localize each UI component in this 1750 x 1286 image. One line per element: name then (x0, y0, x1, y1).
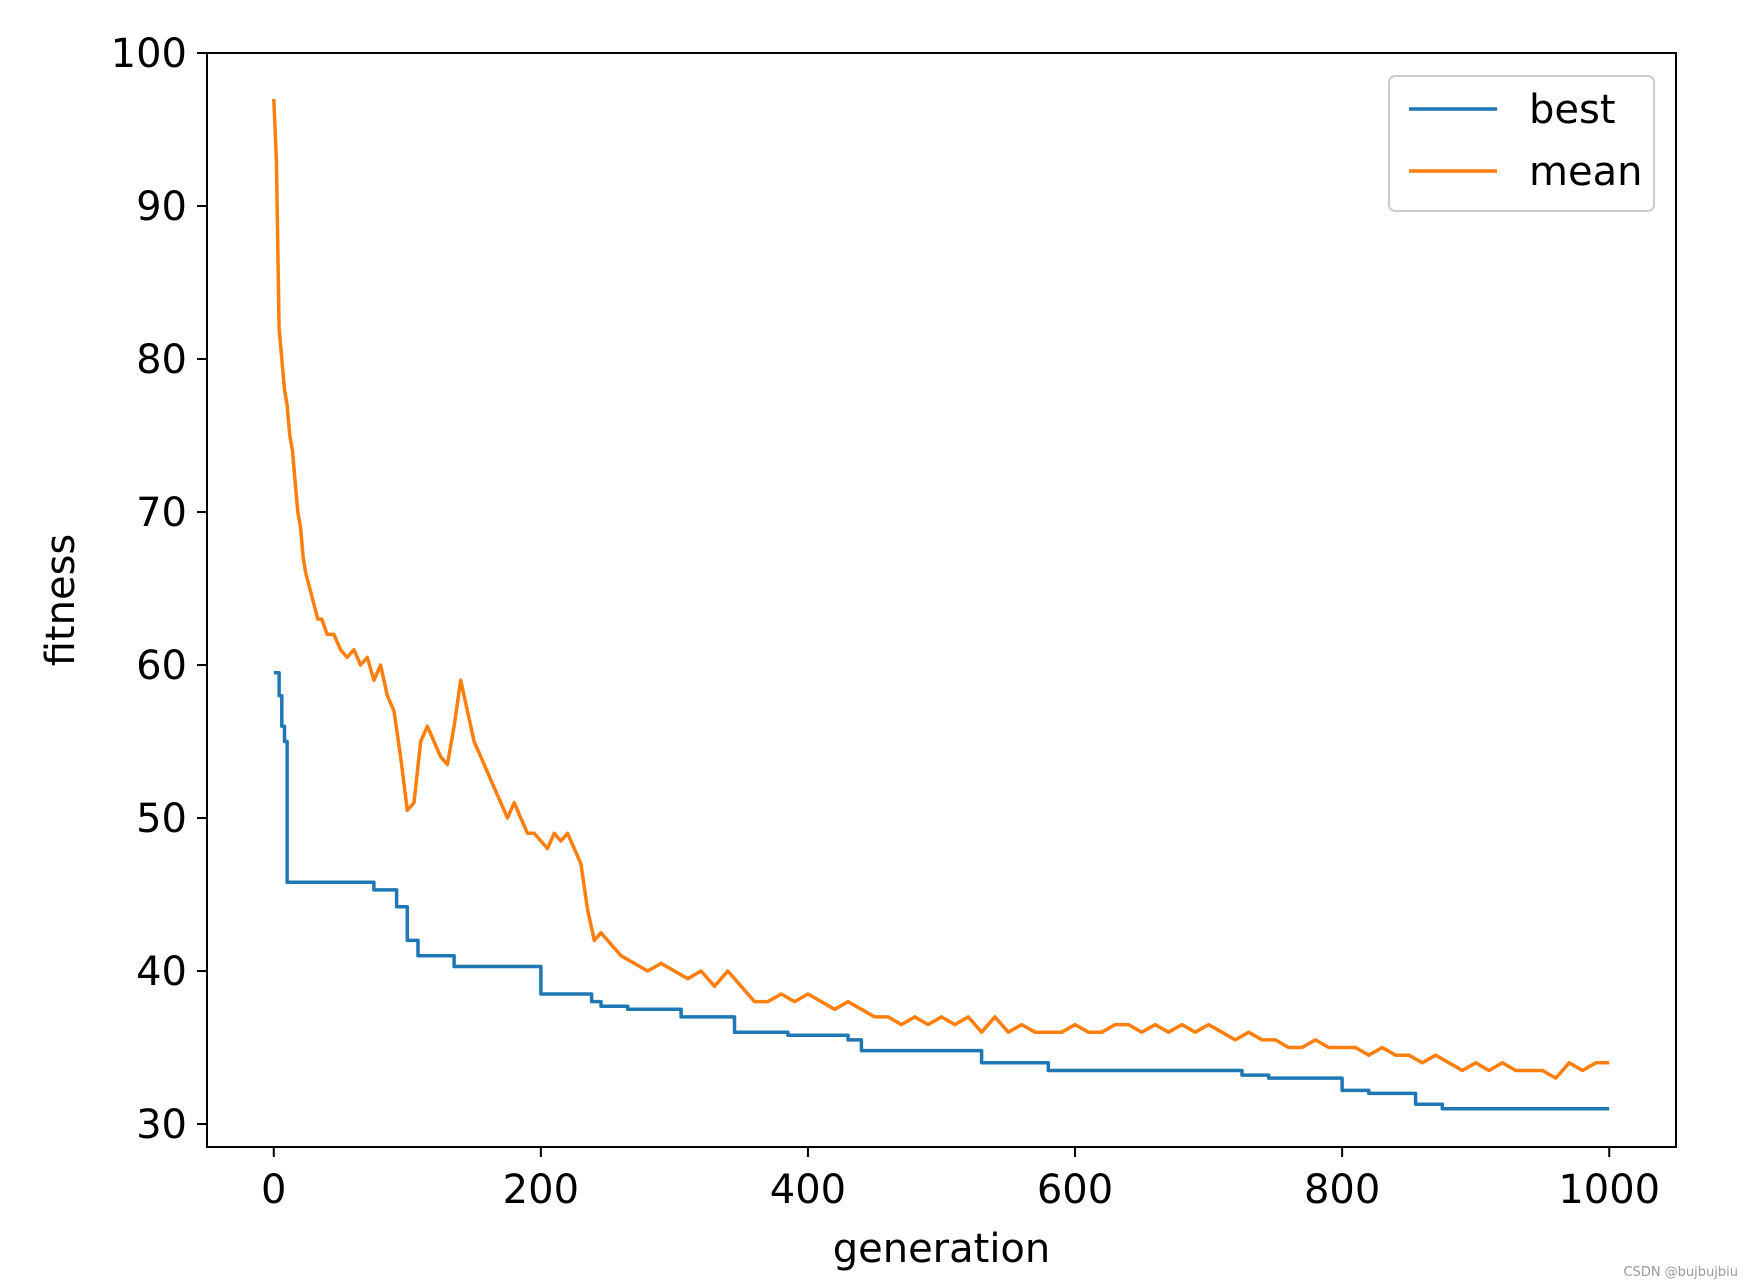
x-tick-label: 400 (770, 1167, 846, 1213)
y-tick-label: 100 (111, 31, 187, 77)
x-tick-label: 0 (261, 1167, 286, 1213)
x-tick-label: 800 (1304, 1167, 1380, 1213)
series-layer (272, 98, 1610, 1111)
y-tick-label: 90 (136, 184, 187, 230)
y-axis: 30 40 50 60 70 80 90 100 (111, 31, 207, 1148)
x-tick-label: 200 (503, 1167, 579, 1213)
legend: best mean (1388, 75, 1655, 212)
y-tick-label: 50 (136, 796, 187, 842)
x-axis-title: generation (833, 1226, 1051, 1272)
legend-label-mean: mean (1529, 149, 1642, 195)
y-tick-label: 40 (136, 949, 187, 995)
y-tick-label: 70 (136, 490, 187, 536)
plot-frame (206, 52, 1677, 1148)
x-tick-label: 1000 (1558, 1167, 1660, 1213)
y-axis-title: fitness (38, 534, 84, 667)
x-tick-label: 600 (1037, 1167, 1113, 1213)
x-axis: 0 200 400 600 800 1000 (261, 1147, 1660, 1213)
watermark: CSDN @bujbujbiu (1623, 1265, 1738, 1280)
y-tick-label: 60 (136, 643, 187, 689)
series-line-best (273, 670, 1610, 1111)
series-line-mean (272, 98, 1610, 1080)
y-tick-label: 30 (136, 1102, 187, 1148)
legend-label-best: best (1529, 87, 1616, 133)
y-tick-label: 80 (136, 337, 187, 383)
